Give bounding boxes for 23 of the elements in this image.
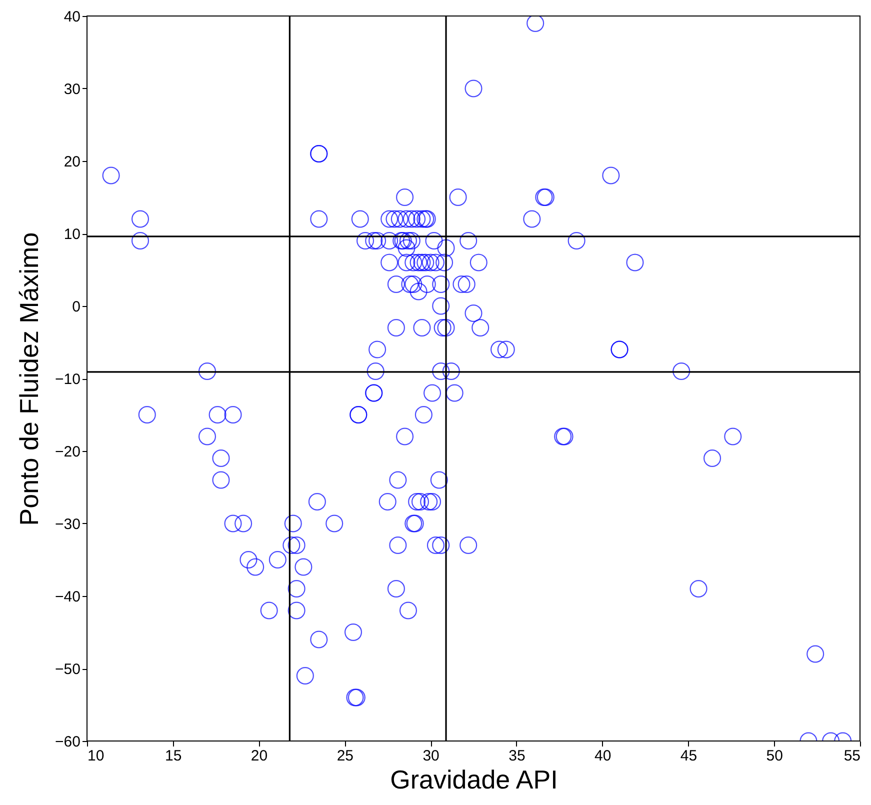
y-tick-label: −50 [55, 661, 80, 678]
x-tick-label: 55 [844, 748, 860, 764]
x-tick-label: 20 [250, 748, 268, 764]
y-tick-label: 20 [64, 154, 80, 170]
y-tick-label: −60 [55, 734, 80, 750]
y-tick-label: −20 [55, 444, 80, 460]
y-tick-label: −40 [55, 588, 80, 606]
y-tick-label: 40 [64, 8, 80, 26]
y-tick-label: 30 [64, 81, 80, 98]
x-tick-label: 25 [336, 748, 354, 764]
y-tick-label: −10 [55, 371, 80, 388]
x-tick-label: 15 [165, 748, 182, 764]
y-axis-title: Ponto de Fluidez Máximo [14, 232, 44, 526]
y-tick-label: −30 [55, 516, 80, 533]
x-axis-title: Gravidade API [390, 764, 558, 794]
x-tick-label: 35 [508, 748, 526, 764]
x-tick-label: 10 [88, 748, 104, 764]
x-tick-label: 30 [422, 748, 440, 764]
y-tick-label: 10 [64, 226, 80, 243]
x-tick-label: 50 [766, 748, 783, 764]
x-tick-label: 40 [594, 748, 612, 764]
y-tick-label: 0 [72, 298, 80, 316]
x-tick-label: 45 [680, 748, 698, 764]
